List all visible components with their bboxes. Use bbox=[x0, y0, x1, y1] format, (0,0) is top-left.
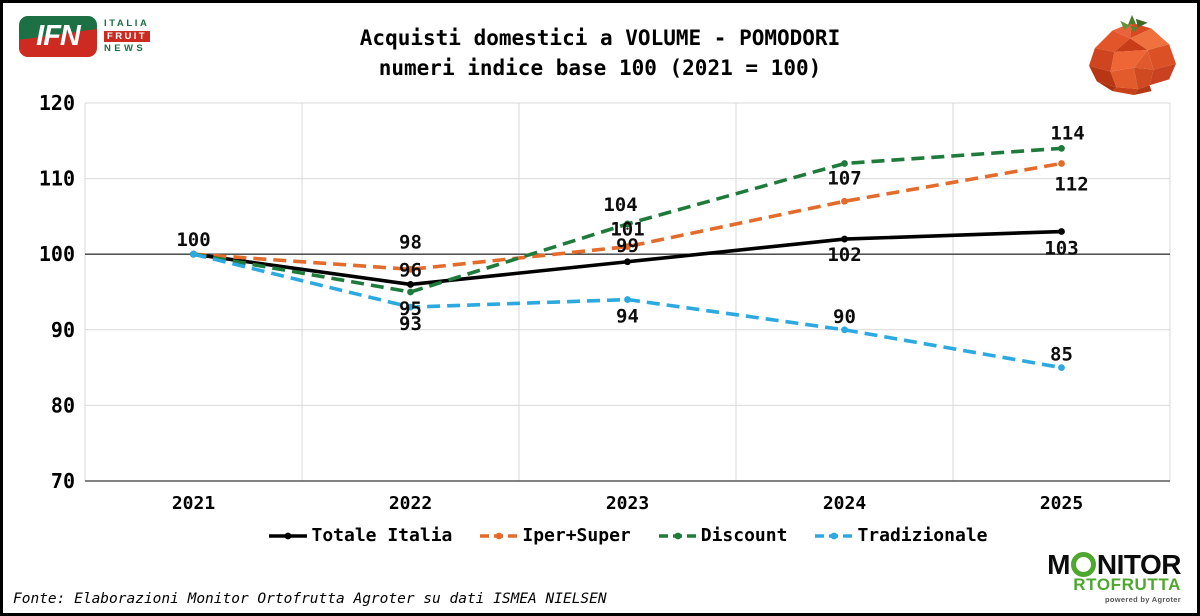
chart-legend: Totale Italia Iper+Super Discount Tradizion… bbox=[85, 525, 1170, 546]
monitor-line2: RTOFRUTTA bbox=[1073, 574, 1181, 594]
svg-text:2024: 2024 bbox=[823, 493, 867, 514]
svg-text:103: 103 bbox=[1044, 238, 1078, 260]
legend-swatch-icon bbox=[658, 532, 697, 539]
tomato-icon bbox=[1089, 14, 1176, 96]
legend-item-tradizionale: Tradizionale bbox=[813, 525, 988, 546]
svg-text:2022: 2022 bbox=[389, 493, 432, 514]
svg-text:101: 101 bbox=[610, 219, 644, 241]
svg-text:114: 114 bbox=[1050, 122, 1084, 144]
svg-text:85: 85 bbox=[1050, 344, 1073, 366]
legend-label: Discount bbox=[700, 525, 788, 546]
chart-title: Acquisti domestici a VOLUME - POMODORI n… bbox=[3, 23, 1197, 83]
svg-text:110: 110 bbox=[39, 167, 75, 191]
legend-label: Iper+Super bbox=[522, 525, 631, 546]
svg-text:120: 120 bbox=[39, 91, 75, 115]
svg-text:70: 70 bbox=[51, 469, 75, 493]
svg-text:2023: 2023 bbox=[606, 493, 649, 514]
svg-text:96: 96 bbox=[399, 259, 422, 281]
monitor-line1: M NITOR bbox=[1047, 548, 1181, 580]
ifn-acronym: IFN bbox=[36, 20, 81, 52]
legend-item-discount: Discount bbox=[657, 525, 788, 546]
source-note: Fonte: Elaborazioni Monitor Ortofrutta A… bbox=[13, 591, 607, 607]
svg-text:95: 95 bbox=[399, 298, 422, 320]
legend-swatch-icon bbox=[815, 532, 854, 539]
ifn-italia-label: ITALIA bbox=[104, 18, 150, 30]
legend-swatch-icon bbox=[269, 532, 308, 539]
svg-text:90: 90 bbox=[51, 318, 75, 342]
legend-label: Tradizionale bbox=[857, 525, 988, 546]
monitor-powered-by: powered by Agroter bbox=[1105, 594, 1181, 604]
svg-text:98: 98 bbox=[399, 231, 422, 253]
svg-text:104: 104 bbox=[603, 194, 637, 216]
svg-text:99: 99 bbox=[616, 235, 639, 257]
legend-swatch-icon bbox=[480, 532, 519, 539]
line-chart-plot: 70 80 90 100 110 120 2021 2022 2023 2024 2025 100 96… bbox=[39, 91, 1171, 514]
svg-text:100: 100 bbox=[39, 242, 75, 266]
svg-text:102: 102 bbox=[827, 244, 861, 266]
chart-title-line1: Acquisti domestici a VOLUME - POMODORI bbox=[359, 26, 841, 50]
magnifier-icon bbox=[1070, 552, 1096, 577]
ifn-wordmark: ITALIA FRUIT NEWS bbox=[104, 19, 150, 54]
svg-text:112: 112 bbox=[1054, 173, 1088, 195]
chart-title-line2: numeri indice base 100 (2021 = 100) bbox=[378, 56, 822, 80]
ifn-fruit-label: FRUIT bbox=[104, 30, 150, 43]
svg-text:80: 80 bbox=[51, 393, 75, 417]
svg-text:93: 93 bbox=[399, 313, 422, 335]
ifn-logo: IFN ITALIA FRUIT NEWS bbox=[19, 16, 150, 57]
ifn-badge-icon: IFN bbox=[19, 16, 97, 57]
svg-text:100: 100 bbox=[176, 229, 210, 251]
svg-text:2021: 2021 bbox=[172, 493, 215, 514]
svg-text:94: 94 bbox=[616, 306, 639, 328]
legend-item-totale-italia: Totale Italia bbox=[267, 525, 452, 546]
svg-text:90: 90 bbox=[833, 306, 856, 328]
svg-text:107: 107 bbox=[827, 167, 861, 189]
legend-label: Totale Italia bbox=[311, 525, 453, 546]
svg-text:2025: 2025 bbox=[1040, 493, 1083, 514]
ifn-news-label: NEWS bbox=[104, 43, 147, 55]
monitor-ortofrutta-logo: M NITOR RTOFRUTTA powered by Agroter bbox=[1047, 548, 1181, 604]
legend-item-iper-super: Iper+Super bbox=[478, 525, 631, 546]
